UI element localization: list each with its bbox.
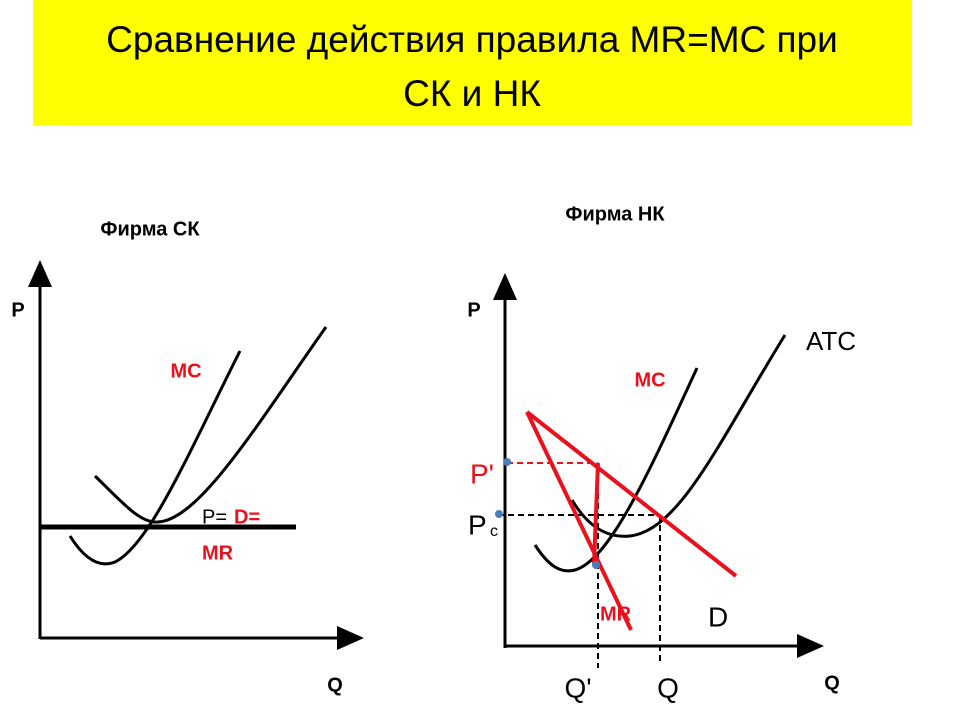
curve-label: MC	[170, 360, 201, 382]
curve-label: MR	[600, 603, 632, 625]
mc-curve	[68, 350, 242, 566]
mr-line	[525, 411, 633, 631]
demand-line	[525, 410, 738, 578]
curve-label: ATC	[806, 326, 856, 356]
price-label: P	[468, 509, 487, 540]
curve-label: D=	[234, 506, 260, 528]
axis-label: Q	[824, 672, 840, 694]
mc-curve	[533, 367, 699, 573]
curve-label: D	[708, 601, 728, 632]
left-graph: Фирма СК P Q MC P= D= MR	[11, 218, 364, 696]
axis-label: P	[467, 299, 480, 321]
title-line: Сравнение действия правила MR=MC при	[106, 19, 838, 60]
mc-segment	[592, 462, 600, 565]
title-line: СК и НК	[403, 73, 541, 114]
curve-label: P=	[202, 506, 227, 528]
quantity-label: Q'	[564, 672, 591, 703]
curve-label: MR	[202, 542, 234, 564]
graph-title: Фирма НК	[565, 203, 665, 225]
atc-curve	[93, 326, 328, 524]
price-label: P'	[470, 458, 494, 489]
price-label-sub: c	[490, 523, 498, 540]
title-band	[33, 0, 912, 125]
point	[503, 458, 511, 466]
atc-curve	[570, 334, 787, 538]
right-graph: Фирма НК P Q ATC MC P' P c MR D Q' Q	[467, 203, 856, 703]
axis-label: Q	[327, 674, 343, 696]
axis-label: P	[11, 299, 24, 321]
quantity-label: Q	[657, 672, 679, 703]
point	[592, 561, 600, 569]
point	[495, 510, 503, 518]
graph-title: Фирма СК	[100, 218, 200, 240]
curve-label: MC	[634, 369, 665, 391]
